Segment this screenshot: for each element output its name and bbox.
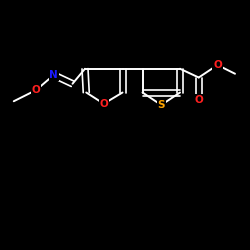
Text: O: O bbox=[32, 85, 40, 95]
Text: O: O bbox=[213, 60, 222, 70]
Text: O: O bbox=[194, 95, 203, 105]
Text: O: O bbox=[100, 99, 108, 109]
Text: S: S bbox=[158, 100, 165, 110]
Text: N: N bbox=[50, 70, 58, 80]
